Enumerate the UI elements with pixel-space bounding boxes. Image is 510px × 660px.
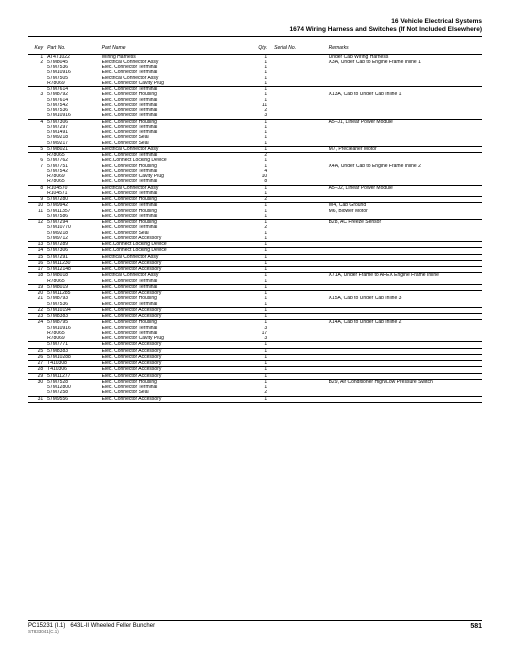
- cell: 1: [250, 396, 273, 402]
- page-footer: PC15231 (I.1) 643L-II Wheeled Feller Bun…: [28, 620, 482, 634]
- footer-sub: ST833041(C.1): [28, 629, 155, 634]
- col-serial: Serial No.: [273, 45, 327, 54]
- header-line1: 16 Vehicle Electrical Systems: [28, 18, 482, 26]
- table-header-row: Key Part No. Part Name Qty. Serial No. R…: [28, 45, 482, 54]
- page-number: 581: [470, 623, 482, 630]
- table-row: 3157M9556Elec. Connector Accessory1: [28, 396, 482, 402]
- col-rem: Remarks: [328, 45, 482, 54]
- header-line2: 1674 Wiring Harness and Switches (If Not…: [28, 26, 482, 34]
- cell: [328, 396, 482, 402]
- cell: Elec. Connector Accessory: [101, 396, 251, 402]
- page-header: 16 Vehicle Electrical Systems 1674 Wirin…: [28, 18, 482, 37]
- col-name: Part Name: [101, 45, 251, 54]
- cell: [273, 396, 327, 402]
- cell: 57M9556: [46, 396, 100, 402]
- col-qty: Qty.: [250, 45, 273, 54]
- footer-model: 643L-II Wheeled Feller Buncher: [70, 623, 155, 629]
- cell: 31: [28, 396, 46, 402]
- parts-table: Key Part No. Part Name Qty. Serial No. R…: [28, 45, 482, 403]
- col-key: Key: [28, 45, 46, 54]
- col-partno: Part No.: [46, 45, 100, 54]
- footer-left: PC15231 (I.1) 643L-II Wheeled Feller Bun…: [28, 623, 155, 634]
